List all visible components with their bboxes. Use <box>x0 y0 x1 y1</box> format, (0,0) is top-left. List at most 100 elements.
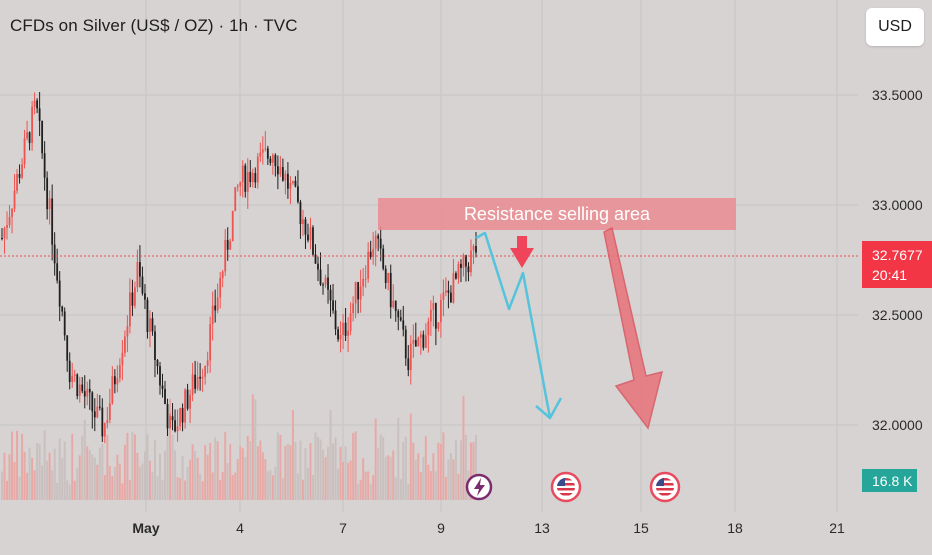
candle-body <box>289 183 292 189</box>
volume-bar <box>261 452 264 500</box>
candle-body <box>211 305 214 325</box>
volume-bar <box>176 477 179 500</box>
volume-bar <box>201 481 204 500</box>
volume-bar <box>96 464 99 500</box>
candle-body <box>334 310 337 330</box>
volume-bar <box>16 430 19 500</box>
candle-body <box>214 305 217 311</box>
volume-bar <box>286 443 289 500</box>
candle-body <box>419 334 422 338</box>
volume-bar <box>191 444 194 500</box>
volume-bar <box>469 442 472 500</box>
volume-bar <box>427 464 430 500</box>
volume-bar <box>459 440 462 500</box>
x-tick-label: 4 <box>236 520 244 536</box>
candle-body <box>379 238 382 249</box>
volume-bar <box>118 463 121 500</box>
candle-body <box>382 248 385 269</box>
volume-bar <box>352 433 355 500</box>
volume-bar <box>179 478 182 500</box>
volume-bar <box>344 446 347 500</box>
volume-bar <box>251 394 254 500</box>
volume-bar <box>101 443 104 500</box>
candle-body <box>261 149 264 153</box>
candle-body <box>297 186 299 202</box>
x-tick-label: 21 <box>829 520 845 536</box>
currency-button[interactable]: USD <box>866 8 924 46</box>
volume-bar <box>322 449 325 500</box>
volume-bar <box>409 413 412 500</box>
candle-body <box>402 320 405 330</box>
candle-body <box>407 358 410 371</box>
candle-body <box>1 238 3 239</box>
candle-body <box>151 318 154 332</box>
x-tick-label: May <box>132 520 159 536</box>
candle-body <box>352 303 355 314</box>
candle-body <box>455 273 457 279</box>
candle-body <box>437 322 440 329</box>
candle-body <box>146 299 149 332</box>
volume-bar <box>23 451 26 500</box>
y-axis[interactable]: 33.5000 33.0000 32.5000 32.0000 <box>872 87 923 433</box>
current-price-badge: 32.7677 20:41 <box>862 241 932 288</box>
volume-bar <box>449 452 452 500</box>
lightning-event-icon[interactable] <box>465 473 493 501</box>
candle-body <box>13 190 16 209</box>
volume-bar <box>354 431 357 500</box>
candle-body <box>287 173 289 189</box>
volume-bar <box>452 459 455 500</box>
volume-bar <box>271 475 274 500</box>
candle-body <box>359 286 362 300</box>
volume-bar <box>364 471 367 500</box>
volume-bar <box>116 454 119 500</box>
candle-body <box>447 290 450 293</box>
candle-body <box>33 100 36 107</box>
volume-bar <box>113 466 116 500</box>
candle-body <box>372 248 375 257</box>
y-tick-label: 32.0000 <box>872 417 923 433</box>
volume-bar <box>279 434 282 500</box>
candle-body <box>327 277 329 290</box>
us-flag-event-icon[interactable] <box>550 471 582 503</box>
us-flag-event-icon[interactable] <box>649 471 681 503</box>
volume-bar <box>236 458 239 500</box>
resistance-label: Resistance selling area <box>464 204 651 224</box>
volume-bar <box>374 418 377 500</box>
volume-bar <box>259 440 262 500</box>
candle-body <box>465 255 467 267</box>
volume-bar <box>226 463 229 500</box>
candle-body <box>201 376 204 379</box>
volume-bar <box>138 466 141 500</box>
volume-bar <box>434 471 437 500</box>
candle-body <box>209 324 212 361</box>
candle-body <box>61 306 64 312</box>
candle-body <box>462 255 465 268</box>
volume-bar <box>164 450 167 500</box>
volume-bar <box>256 446 259 500</box>
volume-bar <box>304 448 307 500</box>
candle-body <box>219 277 222 298</box>
volume-bar <box>211 472 214 500</box>
volume-bar <box>241 448 244 500</box>
volume-bar <box>372 475 375 500</box>
candle-body <box>304 219 307 235</box>
volume-bar <box>166 408 169 500</box>
volume-bar <box>229 443 232 500</box>
candle-body <box>324 277 327 285</box>
volume-bar <box>28 447 31 500</box>
candle-body <box>354 282 357 304</box>
volume-bar <box>239 446 242 500</box>
x-axis[interactable]: May 4 7 9 13 15 18 21 <box>132 520 845 536</box>
volume-bar <box>444 476 447 500</box>
volume-bar <box>362 458 365 500</box>
volume-bar <box>146 434 149 500</box>
candle-body <box>294 180 297 187</box>
candle-body <box>264 148 267 150</box>
candle-body <box>176 426 179 432</box>
volume-bar <box>422 456 425 500</box>
candle-body <box>93 411 96 418</box>
candle-body <box>442 292 445 300</box>
volume-bar <box>392 450 395 500</box>
